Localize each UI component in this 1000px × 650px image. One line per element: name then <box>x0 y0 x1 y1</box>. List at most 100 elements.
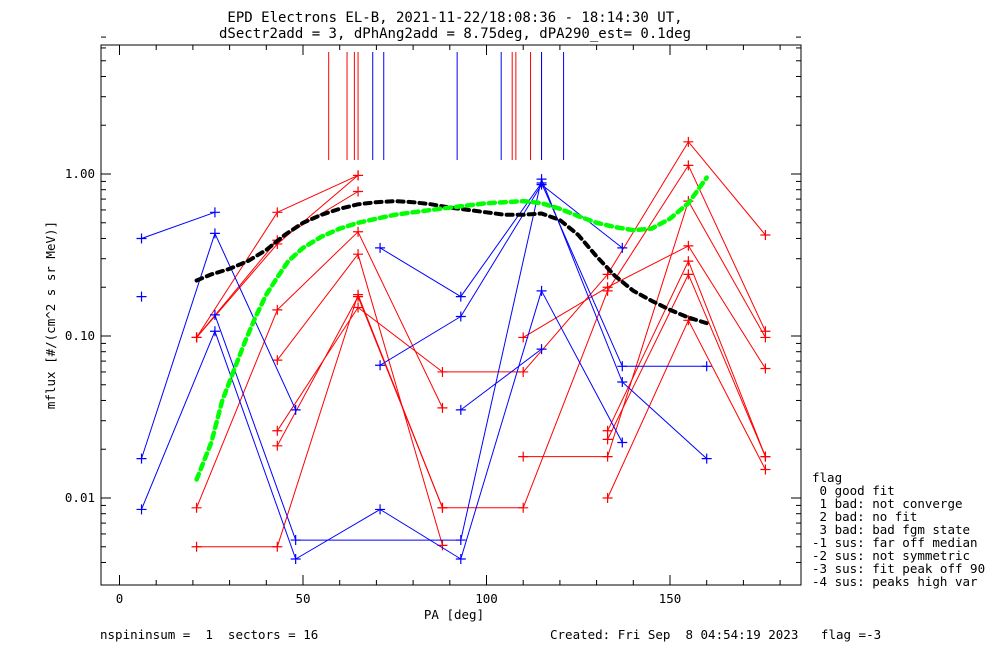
red-data-point <box>602 282 613 293</box>
legend-entry: 3 bad: bad fgm state <box>812 522 970 537</box>
legend-entry: -1 sus: far off median <box>812 535 978 550</box>
red-series-line <box>196 231 443 508</box>
red-series-line <box>607 319 766 499</box>
blue-data-point <box>209 207 220 218</box>
legend: flag 0 good fit 1 bad: not converge 2 ba… <box>812 470 985 589</box>
red-data-point <box>437 502 448 513</box>
red-data-point <box>272 440 283 451</box>
plot-frame <box>100 44 802 586</box>
blue-data-point <box>455 311 466 322</box>
blue-data-point <box>290 554 301 565</box>
blue-data-point <box>701 453 712 464</box>
x-tick-label: 100 <box>475 591 498 606</box>
red-data-point <box>760 332 771 343</box>
red-data-point <box>602 493 613 503</box>
red-data-point <box>272 355 283 366</box>
blue-data-point <box>701 361 712 372</box>
red-data-point <box>437 366 448 377</box>
blue-data-point <box>375 242 386 253</box>
red-data-point <box>760 464 771 475</box>
blue-data-point <box>617 377 628 388</box>
legend-entry: 2 bad: no fit <box>812 509 917 524</box>
y-axis-label: mflux [#/(cm^2 s sr MeV)] <box>43 221 58 409</box>
blue-data-point <box>455 535 466 546</box>
red-data-point <box>683 160 694 171</box>
red-data-point <box>272 207 283 218</box>
legend-entry: 1 bad: not converge <box>812 496 963 511</box>
red-data-point <box>353 226 364 237</box>
black-fit-curve <box>194 199 709 326</box>
red-data-point <box>518 332 529 343</box>
red-data-point <box>683 240 694 251</box>
x-tick-label: 150 <box>659 591 682 606</box>
blue-data-point <box>290 535 301 546</box>
red-data-point <box>353 249 364 260</box>
red-series-line <box>196 164 766 548</box>
blue-data-point <box>209 326 220 337</box>
red-data-point <box>353 186 364 197</box>
legend-entry: -2 sus: not symmetric <box>812 548 970 563</box>
blue-series-line <box>141 232 297 459</box>
blue-data-point <box>455 291 466 302</box>
blue-data-point <box>617 242 628 253</box>
red-data-point <box>602 269 613 280</box>
red-data-point <box>191 502 202 513</box>
x-tick-label: 0 <box>116 591 124 606</box>
blue-data-point <box>617 437 628 448</box>
red-data-point <box>437 402 448 413</box>
y-tick-label: 0.01 <box>65 490 95 505</box>
blue-data-point <box>455 404 466 415</box>
green-fit-curve <box>194 175 709 482</box>
blue-data-point <box>536 344 547 355</box>
blue-data-point <box>136 453 147 464</box>
chart-title: EPD Electrons EL-B, 2021-11-22/18:08:36 … <box>227 10 682 26</box>
x-axis-label: PA [deg] <box>424 607 484 622</box>
blue-data-point <box>375 504 386 515</box>
red-data-point <box>191 541 202 552</box>
blue-data-point <box>209 309 220 320</box>
plot-area <box>136 52 771 565</box>
legend-entry: -4 sus: peaks high var <box>812 574 978 589</box>
red-data-point <box>760 230 771 241</box>
red-data-point <box>191 332 202 343</box>
red-data-point <box>518 451 529 462</box>
red-data-point <box>683 256 694 267</box>
red-data-point <box>518 366 529 377</box>
red-data-point <box>272 541 283 552</box>
red-data-point <box>683 269 694 280</box>
legend-entry: 0 good fit <box>812 483 895 498</box>
red-data-point <box>683 136 694 147</box>
red-series-line <box>523 200 766 458</box>
red-data-point <box>602 434 613 445</box>
red-data-point <box>272 425 283 436</box>
blue-data-point <box>536 285 547 296</box>
blue-data-point <box>536 179 547 190</box>
red-data-point <box>353 289 364 300</box>
legend-entry: -3 sus: fit peak off 90 <box>812 561 985 576</box>
blue-data-point <box>455 554 466 565</box>
y-tick-label: 1.00 <box>65 166 95 181</box>
chart-subtitle: dSectr2add = 3, dPhAng2add = 8.75deg, dP… <box>219 26 691 42</box>
blue-data-point <box>136 504 147 515</box>
red-data-point <box>602 425 613 436</box>
y-tick-label: 0.10 <box>65 328 95 343</box>
blue-series-line <box>460 348 542 411</box>
red-data-point <box>760 363 771 374</box>
red-data-point <box>518 502 529 513</box>
blue-data-point <box>136 291 147 302</box>
red-data-point <box>353 170 364 181</box>
red-data-point <box>760 451 771 462</box>
red-data-point <box>602 451 613 462</box>
red-data-point <box>272 304 283 315</box>
blue-series-line <box>141 211 216 239</box>
blue-data-point <box>209 228 220 239</box>
red-series-line <box>522 245 766 369</box>
red-data-point <box>353 302 364 313</box>
red-series-line <box>276 141 766 432</box>
red-series-line <box>607 273 766 457</box>
blue-data-point <box>375 360 386 371</box>
x-tick-label: 50 <box>295 591 310 606</box>
legend-title: flag <box>812 470 842 485</box>
blue-data-point <box>290 404 301 415</box>
